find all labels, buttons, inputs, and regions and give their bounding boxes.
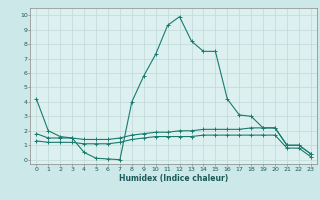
X-axis label: Humidex (Indice chaleur): Humidex (Indice chaleur) [119,174,228,183]
